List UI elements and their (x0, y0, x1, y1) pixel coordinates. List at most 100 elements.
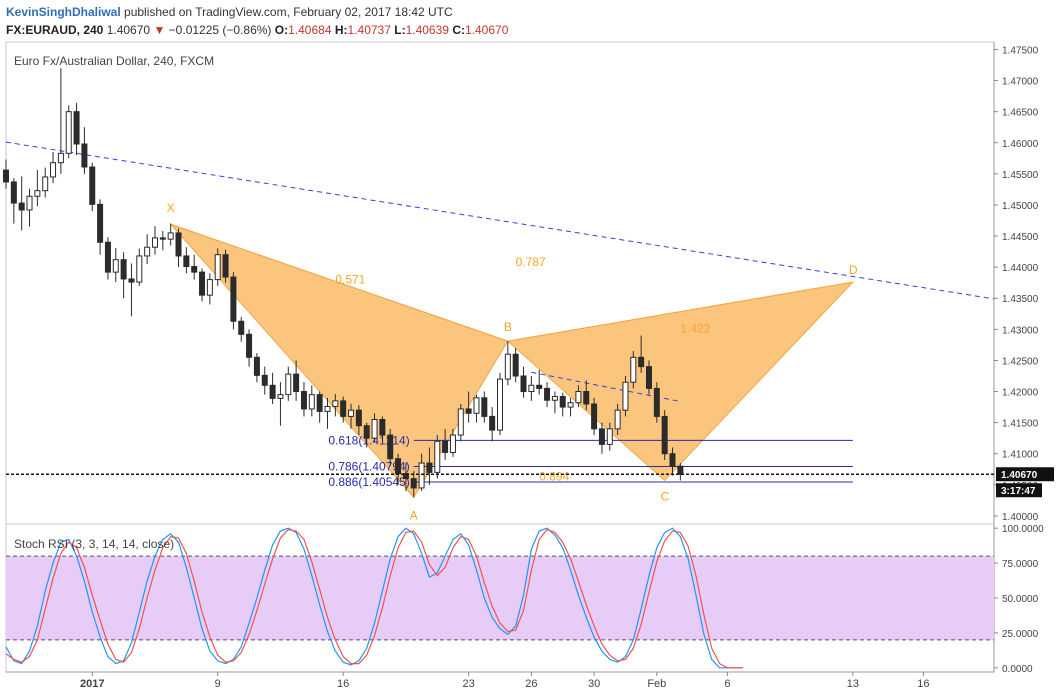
candle-down (269, 384, 276, 399)
stoch-tick-label: 75.0000 (1002, 559, 1039, 570)
candle-down (677, 465, 684, 475)
candle-down (300, 391, 307, 410)
candle-down (340, 400, 347, 417)
pattern-ratio: 0.894 (539, 470, 569, 484)
stoch-tick-label: 25.0000 (1002, 629, 1039, 640)
candle-down (402, 473, 409, 480)
price-tick-label: 1.46000 (1002, 139, 1039, 150)
candle-up (457, 408, 464, 436)
candle-down (253, 356, 260, 376)
author-link[interactable]: KevinSinghDhaliwal (6, 5, 121, 19)
stoch-axis[interactable]: 100.0000 75.0000 50.0000 25.0000 0.0000 (994, 524, 1044, 675)
pattern-point-a: A (410, 508, 418, 522)
candle-down (230, 276, 237, 322)
candle-up (26, 195, 33, 211)
stoch-tick-label: 50.0000 (1002, 594, 1039, 605)
time-axis[interactable]: 2017 9 16 23 26 30 Feb 6 13 16 (80, 672, 930, 690)
candle-down (97, 203, 104, 243)
time-tick-label: 6 (724, 678, 730, 690)
candle-up (34, 190, 41, 197)
candle-up (65, 111, 72, 154)
candle-down (379, 419, 386, 436)
stoch-d-line (5, 528, 744, 669)
price-tick-label: 1.46500 (1002, 108, 1039, 119)
price-tick-label: 1.47000 (1002, 77, 1039, 88)
candle-up (151, 237, 158, 248)
candle-down (583, 391, 590, 405)
candle-down (3, 169, 9, 183)
price-change: −0.01225 (−0.86%) (168, 23, 272, 37)
time-tick-label: 30 (588, 678, 600, 690)
time-tick-label: 16 (917, 678, 929, 690)
candle-up (449, 434, 456, 453)
time-tick-label: 26 (525, 678, 537, 690)
candle-up (575, 391, 582, 404)
published-text: published on TradingView.com, February 0… (124, 5, 453, 19)
pattern-point-b: B (504, 320, 512, 334)
price-tick-label: 1.45500 (1002, 170, 1039, 181)
candle-up (371, 419, 378, 439)
time-tick-label: 2017 (80, 678, 104, 690)
harmonic-pattern: X A B C D 0.571 0.787 1.422 0.894 (167, 201, 858, 522)
symbol-line: FX:EURAUD, 240 1.40670 ▼ −0.01225 (−0.86… (6, 23, 508, 37)
main-chart-title: Euro Fx/Australian Dollar, 240, FXCM (14, 54, 214, 68)
candle-down (191, 266, 198, 273)
open-label: O: (274, 23, 289, 37)
price-tick-label: 1.43000 (1002, 325, 1039, 336)
candle-up (528, 384, 535, 393)
candle-up (285, 373, 292, 396)
candle-down (293, 373, 300, 393)
pattern-ratio: 0.571 (335, 273, 365, 287)
candle-up (206, 279, 213, 296)
candle-up (332, 400, 339, 407)
candle-down (465, 408, 472, 414)
candle-down (544, 387, 551, 401)
candle-down (598, 428, 605, 445)
stoch-band (6, 556, 994, 640)
candle-down (199, 271, 206, 296)
time-tick-label: 16 (337, 678, 349, 690)
candle-down (81, 143, 88, 168)
low-label: L: (394, 23, 406, 37)
trendline-1 (5, 141, 995, 300)
candle-up (630, 356, 637, 383)
pattern-xb-edge (170, 223, 509, 342)
price-tick-label: 1.44500 (1002, 232, 1039, 243)
pattern-ratio: 1.422 (680, 322, 710, 336)
candle-down (120, 259, 127, 280)
candle-down (238, 320, 245, 335)
last-price: 1.40670 (106, 23, 151, 37)
candle-down (183, 255, 190, 268)
candle-down (363, 425, 370, 439)
close-value: 1.40670 (464, 23, 509, 37)
candle-down (481, 397, 488, 417)
publish-line: KevinSinghDhaliwal published on TradingV… (6, 5, 453, 19)
time-tick-label: 23 (463, 678, 475, 690)
last-price-badge (996, 467, 1054, 482)
price-tick-label: 1.40000 (1002, 512, 1039, 523)
candle-down (395, 458, 402, 475)
pattern-point-x: X (167, 201, 175, 215)
price-tick-label: 1.41000 (1002, 450, 1039, 461)
candle-down (512, 353, 519, 377)
symbol-label[interactable]: FX:EURAUD, 240 (6, 23, 104, 37)
candle-up (214, 254, 221, 281)
high-value: 1.40737 (347, 23, 391, 37)
candle-up (473, 397, 480, 414)
price-tick-label: 1.44000 (1002, 263, 1039, 274)
low-value: 1.40639 (405, 23, 449, 37)
time-tick-label: 13 (847, 678, 859, 690)
candle-down (89, 166, 96, 205)
candle-down (18, 202, 25, 211)
pattern-triangle-xab (169, 223, 509, 499)
candle-down (175, 232, 182, 257)
candle-down (645, 366, 652, 389)
candle-down (559, 396, 566, 408)
candle-down (442, 440, 449, 453)
candle-down (316, 394, 323, 412)
price-axis[interactable]: 1.47500 1.47000 1.46500 1.46000 1.45500 1.450… (994, 45, 1054, 523)
candle-down (638, 356, 645, 368)
candle-up (614, 409, 621, 430)
candle-down (520, 375, 527, 393)
